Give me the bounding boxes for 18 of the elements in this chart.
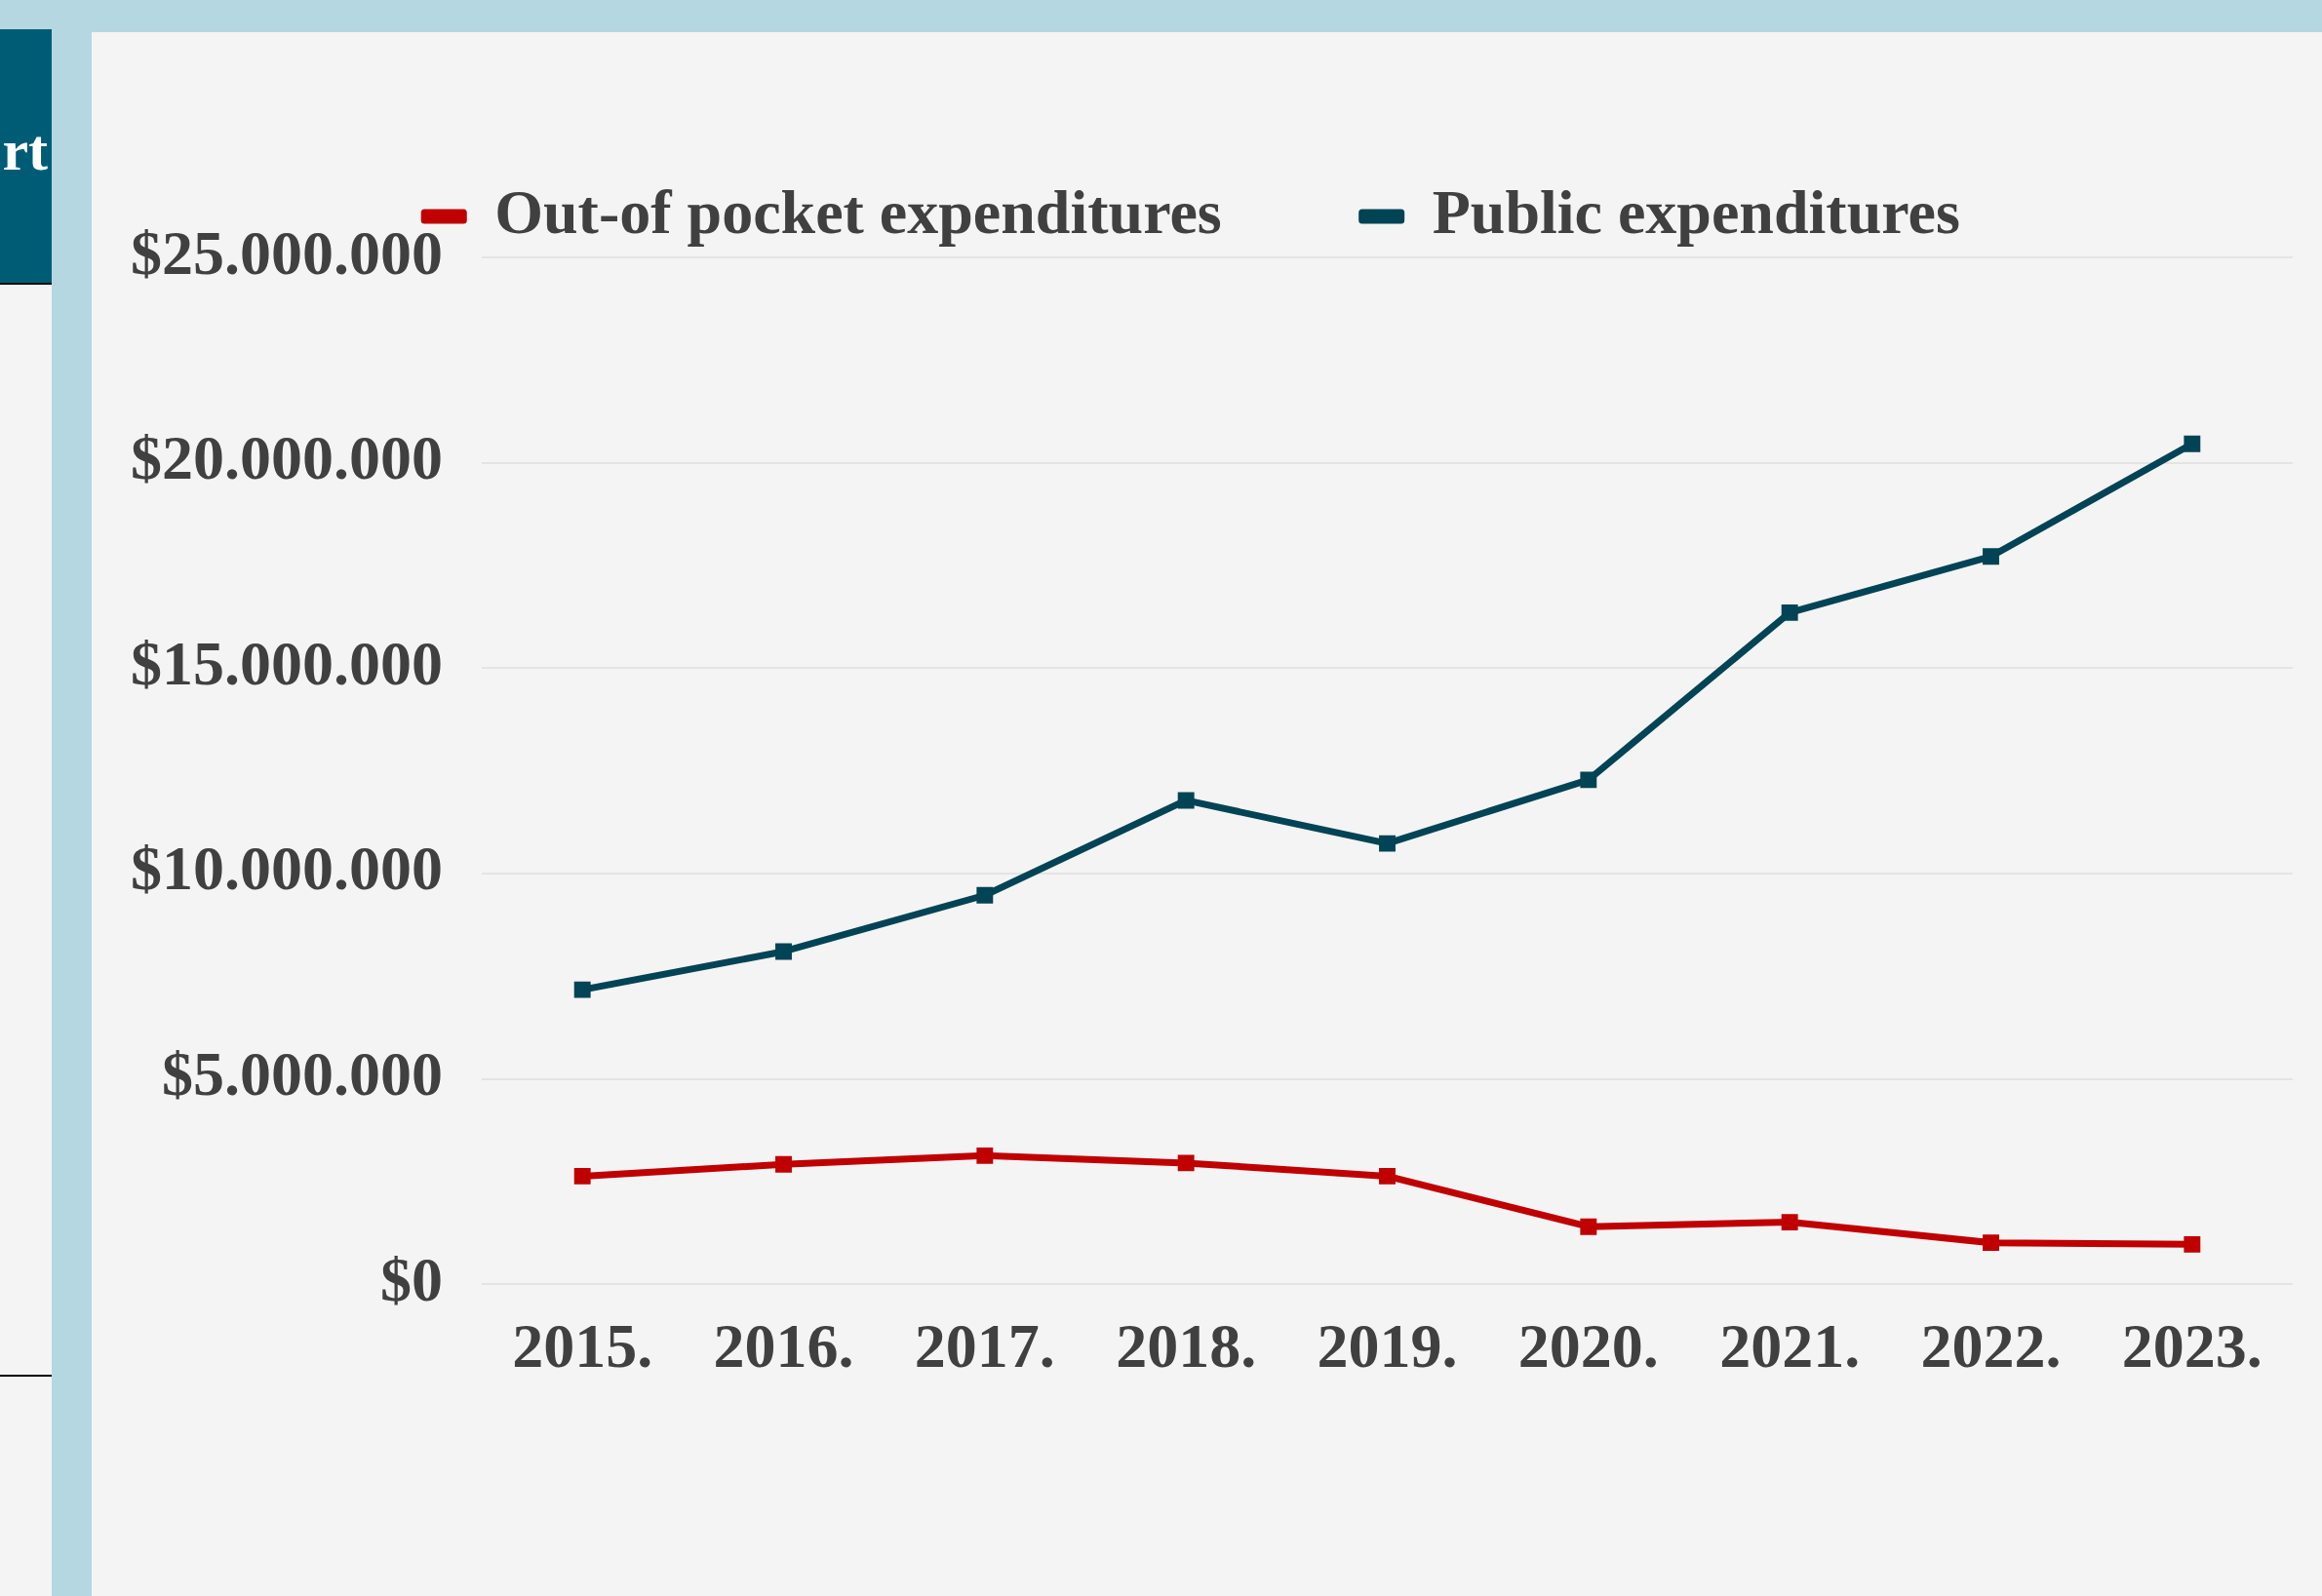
x-tick-label: 2023. [2121,1311,2263,1382]
legend-label: Out-of pocket expenditures [494,176,1222,247]
x-tick-label: 2018. [1116,1311,1257,1382]
x-tick-label: 2022. [1920,1311,2062,1382]
legend-label: Public expenditures [1432,176,1960,247]
x-tick-label: 2020. [1517,1311,1659,1382]
panel-tab: rt [0,29,52,285]
x-tick-label: 2015. [512,1311,653,1382]
y-tick-label: $5.000.000 [162,1039,443,1109]
x-tick-label: 2016. [713,1311,854,1382]
y-tick-label: $10.000.000 [131,834,443,904]
y-tick-label: $20.000.000 [131,423,443,493]
y-tick-label: $15.000.000 [131,628,443,698]
x-tick-label: 2017. [914,1311,1055,1382]
x-tick-label: 2019. [1317,1311,1458,1382]
y-tick-label: $0 [380,1244,443,1314]
y-tick-label: $25.000.000 [131,217,443,288]
x-tick-label: 2021. [1719,1311,1861,1382]
